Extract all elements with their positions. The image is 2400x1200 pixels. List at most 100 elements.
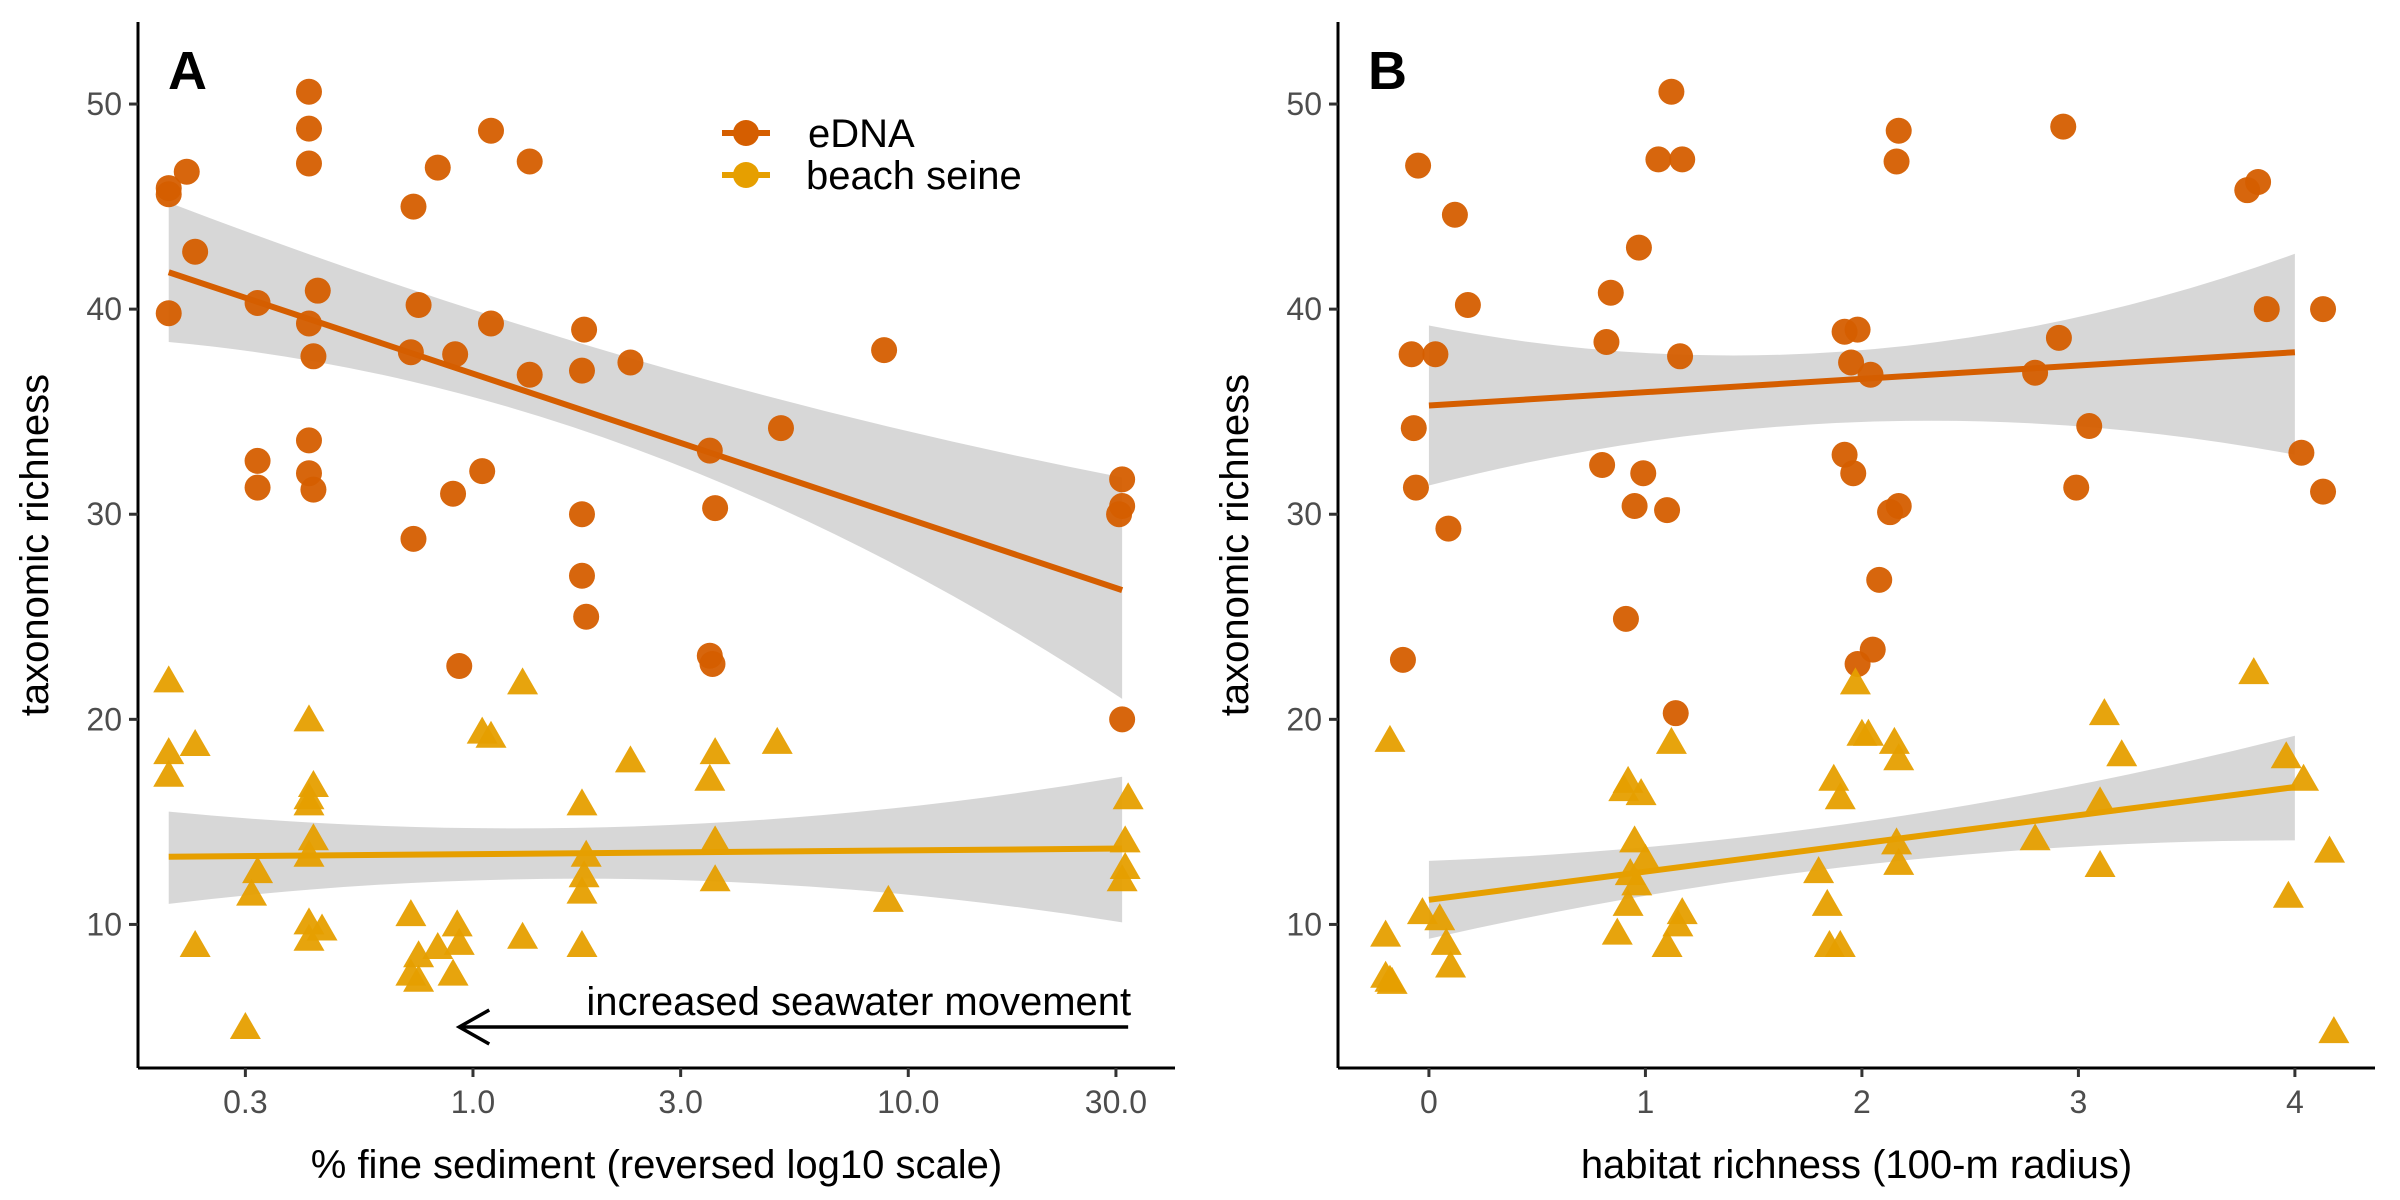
- data-point-edna: [1885, 117, 1912, 144]
- data-point-edna: [424, 154, 451, 181]
- data-point-beach-seine: [1619, 825, 1651, 853]
- data-point-edna: [1398, 341, 1425, 368]
- data-point-edna: [295, 150, 322, 177]
- data-point-edna: [295, 115, 322, 142]
- data-point-beach-seine: [2019, 823, 2051, 851]
- x-axis-label: % fine sediment (reversed log10 scale): [311, 1143, 1002, 1187]
- data-point-edna: [477, 310, 504, 337]
- panel-label: B: [1368, 41, 1407, 101]
- y-tick-label: 10: [1286, 906, 1322, 942]
- data-point-edna: [1645, 146, 1672, 173]
- data-point-edna: [767, 415, 794, 442]
- data-point-beach-seine: [1621, 868, 1653, 896]
- data-point-edna: [1840, 460, 1867, 487]
- data-point-edna: [295, 427, 322, 454]
- data-point-edna: [1612, 605, 1639, 632]
- y-tick-label: 20: [86, 701, 122, 737]
- data-point-edna: [400, 525, 427, 552]
- data-point-beach-seine: [1803, 856, 1835, 884]
- confidence-band-beach-seine: [168, 776, 1123, 923]
- data-point-edna: [2245, 168, 2272, 195]
- data-point-edna: [244, 289, 271, 316]
- x-tick-label: 4: [2286, 1084, 2304, 1120]
- data-point-edna: [516, 148, 543, 175]
- data-point-edna: [1593, 328, 1620, 355]
- data-point-edna: [477, 117, 504, 144]
- data-point-edna: [568, 501, 595, 528]
- confidence-band-beach-seine: [1428, 735, 2295, 939]
- data-point-beach-seine: [1811, 888, 1843, 916]
- data-point-edna: [2063, 474, 2090, 501]
- data-point-beach-seine: [1376, 966, 1408, 994]
- data-point-beach-seine: [566, 876, 598, 904]
- panel-a: increased seawater movement 0.3 1.0 3.0 10.…: [13, 22, 1175, 1187]
- data-point-edna: [1630, 460, 1657, 487]
- data-point-beach-seine: [2270, 741, 2302, 769]
- data-point-edna: [1400, 415, 1427, 442]
- data-point-edna: [1441, 201, 1468, 228]
- data-point-beach-seine: [1818, 763, 1850, 791]
- data-point-edna: [2022, 359, 2049, 386]
- data-point-beach-seine: [1112, 782, 1144, 810]
- data-point-beach-seine: [1881, 827, 1913, 855]
- data-point-edna: [617, 349, 644, 376]
- data-point-edna: [1866, 566, 1893, 593]
- data-point-beach-seine: [153, 759, 185, 787]
- annotation-arrow-head: [455, 1008, 491, 1046]
- data-point-edna: [155, 300, 182, 327]
- data-point-beach-seine: [297, 823, 329, 851]
- data-point-beach-seine: [153, 665, 185, 693]
- data-point-beach-seine: [1824, 782, 1856, 810]
- data-point-edna: [1402, 474, 1429, 501]
- legend-marker-edna: [733, 120, 759, 146]
- data-point-beach-seine: [694, 763, 726, 791]
- data-point-edna: [1654, 497, 1681, 524]
- legend: eDNA beach seine: [722, 112, 1022, 198]
- data-point-edna: [568, 562, 595, 589]
- data-point-edna: [1838, 349, 1865, 376]
- data-point-beach-seine: [2314, 835, 2346, 863]
- data-point-beach-seine: [1852, 718, 1884, 746]
- data-point-edna: [696, 437, 723, 464]
- data-point-beach-seine: [761, 726, 793, 754]
- data-point-beach-seine: [1406, 897, 1438, 925]
- data-point-edna: [1109, 706, 1136, 733]
- data-point-edna: [571, 316, 598, 343]
- data-point-beach-seine: [242, 856, 274, 884]
- panel-label: A: [168, 41, 207, 101]
- data-point-edna: [300, 476, 327, 503]
- data-point-beach-seine: [1601, 917, 1633, 945]
- data-point-edna: [2045, 324, 2072, 351]
- y-tick-label: 40: [86, 291, 122, 327]
- data-point-beach-seine: [1824, 929, 1856, 957]
- data-point-edna: [568, 357, 595, 384]
- data-point-edna: [2310, 478, 2337, 505]
- x-axis-label: habitat richness (100-m radius): [1581, 1143, 2132, 1187]
- data-point-beach-seine: [403, 964, 435, 992]
- data-point-beach-seine: [1370, 919, 1402, 947]
- data-point-beach-seine: [1883, 743, 1915, 771]
- data-point-edna: [155, 181, 182, 208]
- data-point-edna: [871, 337, 898, 364]
- data-point-beach-seine: [1612, 888, 1644, 916]
- data-point-beach-seine: [1109, 825, 1141, 853]
- data-point-beach-seine: [507, 667, 539, 695]
- x-tick-label: 2: [1853, 1084, 1871, 1120]
- data-point-beach-seine: [1878, 726, 1910, 754]
- data-point-edna: [1435, 515, 1462, 542]
- data-point-beach-seine: [395, 899, 427, 927]
- data-point-edna: [1877, 499, 1904, 526]
- data-point-beach-seine: [229, 1011, 261, 1039]
- x-tick-label: 3.0: [658, 1084, 702, 1120]
- y-axis-label: taxonomic richness: [1213, 374, 1257, 716]
- data-point-edna: [295, 310, 322, 337]
- data-point-beach-seine: [1839, 667, 1871, 695]
- data-point-beach-seine: [2272, 880, 2304, 908]
- data-point-beach-seine: [2288, 763, 2320, 791]
- data-point-beach-seine: [179, 728, 211, 756]
- data-point-beach-seine: [570, 839, 602, 867]
- data-point-beach-seine: [441, 909, 473, 937]
- data-point-edna: [1658, 78, 1685, 105]
- data-point-beach-seine: [699, 825, 731, 853]
